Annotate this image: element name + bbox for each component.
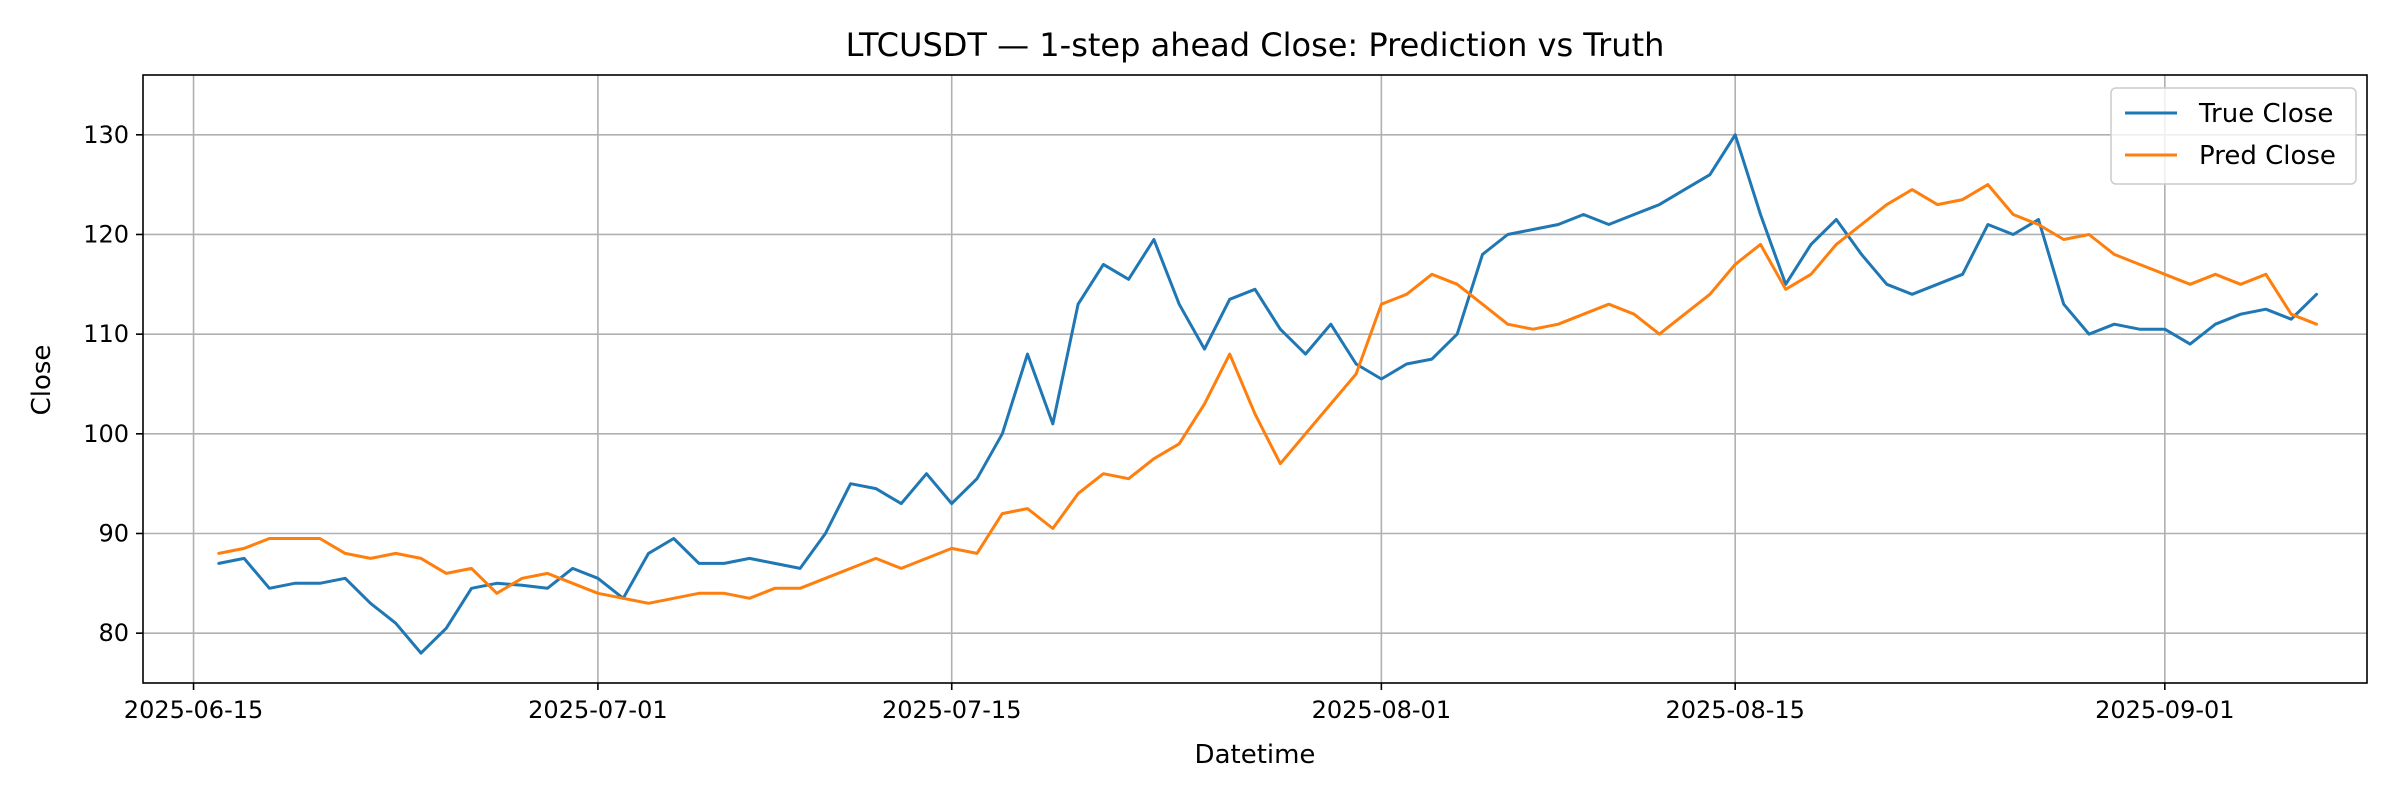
chart-title: LTCUSDT — 1-step ahead Close: Prediction… [846, 26, 1665, 64]
legend-label: True Close [2198, 99, 2333, 129]
legend-label: Pred Close [2199, 141, 2336, 171]
tick-layer: 2025-06-15 2025-07-01 2025-07-15 2025-08-01… [83, 121, 2234, 724]
series-layer [217, 133, 2318, 655]
x-tick-label: 2025-08-01 [1312, 696, 1451, 724]
x-tick-label: 2025-09-01 [2095, 696, 2234, 724]
y-tick-label: 130 [83, 121, 129, 149]
x-axis-title: Datetime [1195, 740, 1316, 770]
x-tick-label: 2025-07-15 [882, 696, 1021, 724]
y-tick-label: 90 [98, 519, 129, 547]
x-tick-label: 2025-07-01 [528, 696, 667, 724]
series-line-true-close [217, 133, 2318, 655]
x-tick-label: 2025-08-15 [1665, 696, 1804, 724]
y-tick-label: 100 [83, 420, 129, 448]
series-line-pred-close [217, 183, 2318, 605]
x-tick-label: 2025-06-15 [124, 696, 263, 724]
y-axis-title: Close [27, 345, 57, 416]
plot-area-frame [142, 74, 2368, 684]
legend: True Close Pred Close [2110, 87, 2357, 185]
y-tick-label: 80 [98, 619, 129, 647]
y-tick-label: 110 [83, 320, 129, 348]
y-tick-label: 120 [83, 220, 129, 248]
